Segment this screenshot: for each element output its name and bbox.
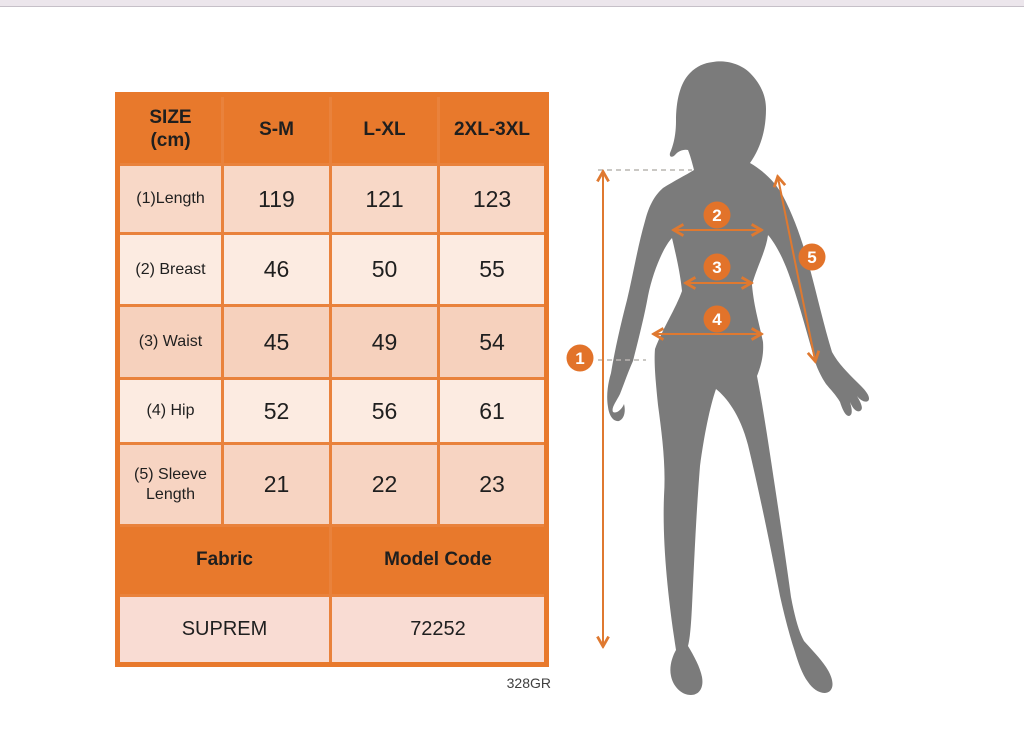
svg-text:1: 1 [575, 349, 584, 368]
female-silhouette [607, 61, 870, 696]
table-row-length: (1)Length 119 121 123 [116, 163, 548, 235]
table-row-waist: (3) Waist 45 49 54 [116, 304, 548, 380]
row-label: (3) Waist [116, 304, 224, 380]
row-label: (5) Sleeve Length [116, 442, 224, 527]
cell-value: 50 [329, 232, 440, 307]
table-footer-values-row: SUPREM 72252 [116, 594, 548, 666]
cell-value: 56 [329, 377, 440, 445]
header-col-lxl: L-XL [329, 93, 440, 166]
marker-badge-5: 5 [798, 243, 826, 271]
row-label: (4) Hip [116, 377, 224, 445]
size-chart-table: SIZE (cm) S-M L-XL 2XL-3XL (1)Length 119… [115, 92, 549, 667]
fabric-header: Fabric [116, 524, 332, 597]
cell-value: 55 [437, 232, 548, 307]
footnote-code: 328GR [506, 675, 551, 691]
cell-value: 54 [437, 304, 548, 380]
cell-value: 119 [221, 163, 332, 235]
table-row-sleeve-length: (5) Sleeve Length 21 22 23 [116, 442, 548, 527]
table-header-row: SIZE (cm) S-M L-XL 2XL-3XL [116, 93, 548, 166]
cell-value: 123 [437, 163, 548, 235]
cell-value: 22 [329, 442, 440, 527]
marker-badge-2: 2 [703, 201, 731, 229]
svg-text:3: 3 [712, 258, 721, 277]
header-col-sm: S-M [221, 93, 332, 166]
cell-value: 23 [437, 442, 548, 527]
cell-value: 52 [221, 377, 332, 445]
header-size-line1: SIZE [149, 107, 192, 129]
table-row-breast: (2) Breast 46 50 55 [116, 232, 548, 307]
row-label: (2) Breast [116, 232, 224, 307]
cell-value: 49 [329, 304, 440, 380]
row-label: (1)Length [116, 163, 224, 235]
marker-badge-1: 1 [566, 344, 594, 372]
svg-text:4: 4 [712, 310, 722, 329]
model-code-value: 72252 [329, 594, 548, 666]
svg-text:5: 5 [807, 248, 816, 267]
cell-value: 121 [329, 163, 440, 235]
model-code-header: Model Code [329, 524, 548, 597]
marker-badge-4: 4 [703, 305, 731, 333]
body-measurement-figure: 1 2 3 4 5 [566, 61, 870, 696]
header-col-2xl3xl: 2XL-3XL [437, 93, 548, 166]
sleeve-arrow [778, 178, 815, 360]
fabric-value: SUPREM [116, 594, 332, 666]
header-size-line2: (cm) [150, 130, 191, 151]
marker-badge-3: 3 [703, 253, 731, 281]
table-footer-header-row: Fabric Model Code [116, 524, 548, 597]
cell-value: 61 [437, 377, 548, 445]
table-row-hip: (4) Hip 52 56 61 [116, 377, 548, 445]
cell-value: 45 [221, 304, 332, 380]
svg-text:2: 2 [712, 206, 721, 225]
cell-value: 46 [221, 232, 332, 307]
header-size-cm: SIZE (cm) [116, 93, 224, 166]
cell-value: 21 [221, 442, 332, 527]
top-window-strip [0, 0, 1024, 7]
